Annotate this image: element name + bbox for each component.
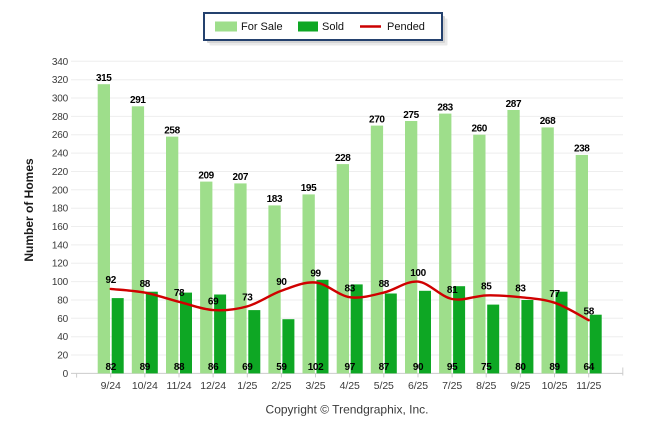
- svg-text:9/24: 9/24: [101, 380, 121, 392]
- svg-text:86: 86: [208, 362, 219, 373]
- svg-text:209: 209: [198, 170, 214, 181]
- svg-text:120: 120: [52, 259, 69, 270]
- svg-text:89: 89: [549, 362, 560, 373]
- svg-text:140: 140: [52, 240, 69, 251]
- svg-text:11/24: 11/24: [167, 380, 192, 392]
- svg-text:268: 268: [540, 116, 556, 127]
- svg-text:88: 88: [379, 279, 390, 290]
- svg-text:78: 78: [174, 288, 185, 299]
- svg-text:Sold: Sold: [322, 21, 344, 33]
- svg-text:320: 320: [52, 75, 69, 86]
- svg-text:97: 97: [345, 362, 356, 373]
- svg-text:5/25: 5/25: [374, 380, 394, 392]
- svg-text:20: 20: [57, 351, 68, 362]
- svg-text:87: 87: [379, 362, 390, 373]
- svg-text:10/24: 10/24: [132, 380, 158, 392]
- svg-text:240: 240: [52, 149, 69, 160]
- svg-text:195: 195: [301, 183, 317, 194]
- svg-text:207: 207: [233, 172, 249, 183]
- svg-text:59: 59: [276, 362, 287, 373]
- svg-text:69: 69: [242, 362, 253, 373]
- svg-text:99: 99: [310, 269, 321, 280]
- svg-text:270: 270: [369, 114, 385, 125]
- svg-text:2/25: 2/25: [271, 380, 291, 392]
- svg-text:183: 183: [267, 194, 283, 205]
- svg-text:0: 0: [63, 369, 69, 380]
- svg-text:260: 260: [471, 124, 487, 135]
- svg-text:180: 180: [52, 204, 69, 215]
- svg-text:280: 280: [52, 112, 69, 123]
- svg-text:For Sale: For Sale: [241, 21, 283, 33]
- svg-text:315: 315: [96, 73, 112, 84]
- svg-text:160: 160: [52, 222, 69, 233]
- svg-text:340: 340: [52, 57, 69, 68]
- svg-text:9/25: 9/25: [510, 380, 530, 392]
- svg-text:11/25: 11/25: [576, 380, 601, 392]
- svg-text:95: 95: [447, 362, 458, 373]
- svg-text:92: 92: [106, 275, 117, 286]
- svg-text:275: 275: [403, 110, 419, 121]
- svg-text:58: 58: [584, 306, 595, 317]
- svg-text:238: 238: [574, 144, 590, 155]
- svg-text:90: 90: [413, 362, 424, 373]
- svg-text:220: 220: [52, 167, 69, 178]
- svg-text:100: 100: [410, 268, 426, 279]
- svg-text:60: 60: [57, 314, 68, 325]
- svg-text:12/24: 12/24: [200, 380, 226, 392]
- svg-text:85: 85: [481, 282, 492, 293]
- svg-text:1/25: 1/25: [237, 380, 257, 392]
- svg-text:200: 200: [52, 185, 69, 196]
- svg-text:7/25: 7/25: [442, 380, 462, 392]
- svg-text:291: 291: [130, 95, 146, 106]
- svg-text:73: 73: [242, 293, 253, 304]
- svg-text:283: 283: [437, 102, 453, 113]
- svg-text:88: 88: [174, 362, 185, 373]
- svg-text:69: 69: [208, 296, 219, 307]
- svg-text:6/25: 6/25: [408, 380, 428, 392]
- svg-text:80: 80: [57, 296, 68, 307]
- svg-text:102: 102: [308, 362, 324, 373]
- svg-text:228: 228: [335, 153, 351, 164]
- svg-text:300: 300: [52, 94, 69, 105]
- svg-text:260: 260: [52, 130, 69, 141]
- svg-text:83: 83: [345, 283, 356, 294]
- svg-text:75: 75: [481, 362, 492, 373]
- svg-text:82: 82: [106, 362, 117, 373]
- svg-text:80: 80: [515, 362, 526, 373]
- svg-text:77: 77: [549, 289, 560, 300]
- svg-text:83: 83: [515, 283, 526, 294]
- svg-text:88: 88: [140, 279, 151, 290]
- svg-text:64: 64: [584, 362, 595, 373]
- svg-text:258: 258: [164, 125, 180, 136]
- svg-text:Number of Homes: Number of Homes: [22, 158, 36, 262]
- svg-text:81: 81: [447, 285, 458, 296]
- svg-text:100: 100: [52, 277, 69, 288]
- svg-text:8/25: 8/25: [476, 380, 496, 392]
- svg-text:89: 89: [140, 362, 151, 373]
- svg-text:10/25: 10/25: [542, 380, 568, 392]
- svg-text:40: 40: [57, 332, 68, 343]
- svg-text:Pended: Pended: [387, 21, 425, 33]
- svg-text:3/25: 3/25: [305, 380, 325, 392]
- svg-text:90: 90: [276, 277, 287, 288]
- svg-text:Copyright © Trendgraphix, Inc.: Copyright © Trendgraphix, Inc.: [266, 403, 429, 417]
- svg-text:287: 287: [506, 99, 522, 110]
- svg-text:4/25: 4/25: [340, 380, 360, 392]
